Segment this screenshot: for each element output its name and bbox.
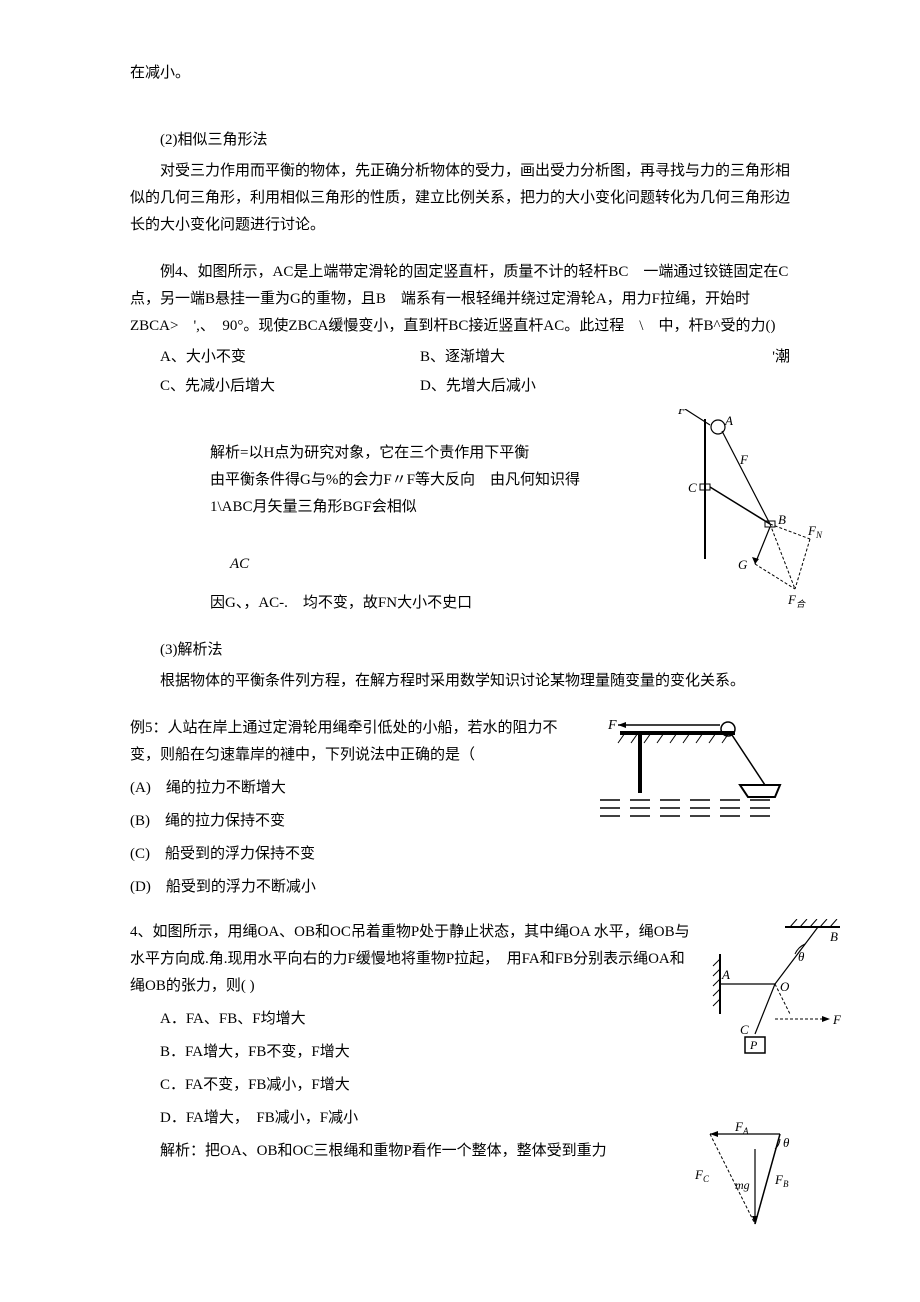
ex5-opt-b: (B) 绳的拉力保持不变 <box>130 808 580 835</box>
method2-title: (2)相似三角形法 <box>130 127 790 154</box>
q4-opt-b: B．FA增大，FB不变，F增大 <box>130 1039 790 1066</box>
analysis-line2: 由平衡条件得G与%的会力F〃F等大反向 由凡何知识得1\ABC月矢量三角形BGF… <box>210 467 590 521</box>
ex5-body: 例5：人站在岸上通过定滑轮用绳牵引低处的小船，若水的阻力不变，则船在匀速靠岸的褳… <box>130 715 580 769</box>
figure-ropes-oabc: B θ A O C P F <box>700 919 850 1079</box>
svg-text:FN: FN <box>807 523 823 540</box>
analysis-line1: 解析=以H点为研究对象，它在三个责作用下平衡 <box>210 440 590 467</box>
ex5-opt-d: (D) 船受到的浮力不断减小 <box>130 874 580 901</box>
svg-text:C: C <box>688 480 697 495</box>
method3-body: 根据物体的平衡条件列方程，在解方程时采用数学知识讨论某物理量随变量的变化关系。 <box>130 668 790 695</box>
svg-text:FC: FC <box>694 1167 710 1184</box>
figure-boat-pulley: F <box>580 715 790 825</box>
svg-text:G: G <box>738 557 748 572</box>
svg-text:F合: F合 <box>787 592 806 609</box>
svg-text:θ: θ <box>798 949 805 964</box>
ex4-opt-b: B、逐渐增大 <box>420 344 680 371</box>
svg-text:FB: FB <box>774 1172 789 1189</box>
q4-opt-a: A．FA、FB、F均增大 <box>130 1006 790 1033</box>
figure-pulley-rod: A F C F B G FN F合 <box>660 409 830 619</box>
svg-text:F: F <box>677 409 687 417</box>
method2-body: 对受三力作用而平衡的物体，先正确分析物体的受力，画出受力分析图，再寻找与力的三角… <box>130 158 790 239</box>
q4-body: 4、如图所示，用绳OA、OB和OC吊着重物P处于静止状态，其中绳OA 水平，绳O… <box>130 919 690 1000</box>
ex4-body: 例4、如图所示，AC是上端带定滑轮的固定竖直杆，质量不计的轻杆BC 一端通过铰链… <box>130 259 790 340</box>
ex5-opt-c: (C) 船受到的浮力保持不变 <box>130 841 580 868</box>
svg-text:B: B <box>778 512 786 527</box>
svg-text:F: F <box>739 452 749 467</box>
q4-opt-c: C．FA不变，FB减小，F增大 <box>130 1072 790 1099</box>
svg-text:mg: mg <box>735 1178 750 1192</box>
svg-text:θ: θ <box>783 1135 790 1150</box>
svg-text:B: B <box>830 929 838 944</box>
svg-text:P: P <box>749 1038 758 1052</box>
svg-text:A: A <box>724 413 733 428</box>
svg-text:F: F <box>607 718 617 733</box>
svg-text:FA: FA <box>734 1119 749 1136</box>
ex4-opt-extra: '潮 <box>772 344 790 371</box>
svg-text:F: F <box>832 1012 842 1027</box>
ex4-opt-c: C、先减小后增大 <box>130 373 420 400</box>
ex4-opt-d: D、先增大后减小 <box>420 373 680 400</box>
svg-text:A: A <box>721 967 730 982</box>
method3-title: (3)解析法 <box>130 637 790 664</box>
svg-text:C: C <box>740 1022 749 1037</box>
ex4-opt-a: A、大小不变 <box>130 344 420 371</box>
figure-force-triangle: FA FB θ FC mg <box>680 1119 820 1239</box>
svg-text:O: O <box>780 979 790 994</box>
ex5-opt-a: (A) 绳的拉力不断增大 <box>130 775 580 802</box>
top-fragment: 在减小。 <box>130 60 790 87</box>
